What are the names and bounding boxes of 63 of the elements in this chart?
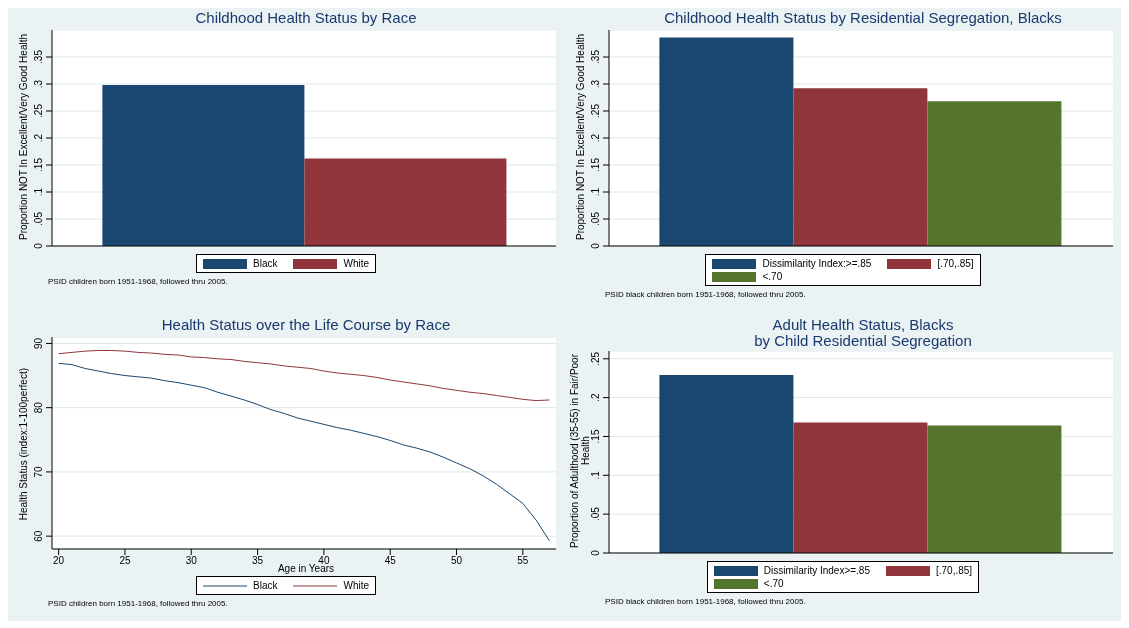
chart-title: Health Status over the Life Course by Race <box>160 315 452 335</box>
x-tick-label: 55 <box>517 555 529 567</box>
text: PSID black children born 1951-1968, followed thru 2005. <box>605 597 807 606</box>
legend-label: White <box>343 258 369 269</box>
x-tick-label: 25 <box>119 555 131 567</box>
y-axis-title: Proportion NOT In Excellent/Very Good Health <box>574 33 586 241</box>
y-tick-label: .25 <box>590 351 601 366</box>
y-tick-label: 0 <box>590 242 601 249</box>
y-tick-label: .3 <box>590 79 601 89</box>
y-axis-title: Health Status (index:1-100perfect) <box>17 367 29 521</box>
y-tick-label: 90 <box>33 337 44 349</box>
y-axis-title: Proportion of Adulthood (35-55) in Fair/Poor Health <box>569 354 591 550</box>
y-tick-label: .1 <box>590 470 601 480</box>
text: PSID children born 1951-1968, followed thru 2005. <box>48 277 229 286</box>
y-tick-label: .3 <box>33 79 44 89</box>
x-tick-label: 30 <box>185 555 198 567</box>
y-tick-label: .05 <box>33 211 44 226</box>
y-tick-label: 70 <box>33 465 44 478</box>
legend-label: [.70,.85] <box>936 565 973 576</box>
legend-label: <.70 <box>762 271 783 282</box>
legend-label: Dissimilarity Index:>=.85 <box>762 258 872 269</box>
y-tick-label: .1 <box>33 187 44 197</box>
x-tick-label: 50 <box>450 555 463 567</box>
y-tick-label: .35 <box>33 49 44 64</box>
legend-label: Black <box>252 580 278 591</box>
bar <box>927 101 1062 246</box>
y-tick-label: .15 <box>33 157 44 172</box>
y-tick-label: 80 <box>33 401 44 414</box>
chart-title: Childhood Health Status by Race <box>194 8 418 28</box>
y-axis-title: Proportion NOT In Excellent/Very Good Health <box>17 33 29 241</box>
bar <box>793 422 928 553</box>
chart-title: Adult Health Status, Blacks by Child Residential Segregation <box>753 315 973 351</box>
legend-label: White <box>343 580 369 591</box>
x-tick-label: 45 <box>384 555 397 567</box>
y-tick-label: 0 <box>590 549 601 556</box>
x-tick-label: 35 <box>252 555 264 567</box>
y-tick-label: .15 <box>590 429 601 444</box>
bar <box>659 37 794 246</box>
line-series <box>58 349 550 402</box>
legend-label: <.70 <box>763 578 784 589</box>
legend-label: Dissimilarity Index>=.85 <box>763 565 870 576</box>
text: PSID black children born 1951-1968, followed thru 2005. <box>605 290 807 299</box>
legend-label: [.70,.85] <box>937 258 974 269</box>
x-tick-label: 20 <box>53 555 65 567</box>
y-tick-label: .35 <box>590 49 601 64</box>
chart-title: Childhood Health Status by Residential Segregation, Blacks <box>663 8 1063 28</box>
bar <box>659 375 794 553</box>
y-tick-label: 60 <box>33 530 44 542</box>
y-tick-label: .2 <box>590 133 601 143</box>
y-tick-label: .2 <box>33 133 44 143</box>
line-series <box>58 362 550 542</box>
y-tick-label: .1 <box>590 187 601 197</box>
bar <box>793 88 928 246</box>
y-tick-label: .15 <box>590 157 601 172</box>
text: PSID children born 1951-1968, followed thru 2005. <box>48 599 229 608</box>
y-tick-label: .25 <box>33 103 44 118</box>
bar <box>927 425 1062 553</box>
y-tick-label: .2 <box>590 393 601 402</box>
y-tick-label: 0 <box>33 242 44 249</box>
legend-label: Black <box>252 258 278 269</box>
y-tick-label: .05 <box>590 506 601 522</box>
y-tick-label: .05 <box>590 211 601 226</box>
y-tick-label: .25 <box>590 103 601 118</box>
